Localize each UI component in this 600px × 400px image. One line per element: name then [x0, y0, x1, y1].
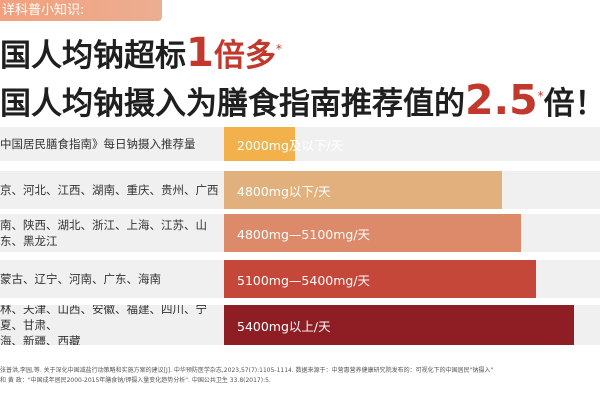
sodium-row-mid: 南、陕西、湖北、浙江、上海、江苏、山东、黑龙江 4800mg—5100mg/天: [0, 214, 600, 252]
footnote-1: 张普洪,李园,等. 关于深化中国减盐行动策略和实施方案的建议[J]. 中华预防医…: [0, 367, 494, 374]
headline2-pre: 国人均钠摄入为膳食指南推荐值的: [0, 86, 465, 122]
region-text: 林、天津、山西、安徽、福建、四川、宁夏、甘肃、 海、新疆、西藏: [0, 305, 207, 345]
sodium-row-low: 京、河北、江西、湖南、重庆、贵州、广西 4800mg以下/天: [0, 171, 600, 209]
region-label: 林、天津、山西、安徽、福建、四川、宁夏、甘肃、 海、新疆、西藏: [0, 305, 220, 345]
region-label: 南、陕西、湖北、浙江、上海、江苏、山东、黑龙江: [0, 214, 220, 252]
bar-label: 2000mg及以下/天: [237, 137, 344, 153]
region-text: 京、河北、江西、湖南、重庆、贵州、广西: [0, 183, 219, 197]
sodium-row-high: 蒙古、辽宁、河南、广东、海南 5100mg—5400mg/天: [0, 260, 600, 298]
region-text: 蒙古、辽宁、河南、广东、海南: [0, 272, 161, 286]
sodium-bar: 4800mg—5100mg/天: [224, 214, 521, 252]
headline2-number: 2.5: [465, 76, 538, 124]
bar-label: 5100mg—5400mg/天: [237, 272, 371, 288]
bar-label: 4800mg—5100mg/天: [237, 226, 371, 242]
headline2-asterisk: *: [537, 89, 544, 103]
sodium-row-recommended: 中国居民膳食指南》每日钠摄入推荐量 2000mg及以下/天: [0, 127, 600, 161]
bar-label: 4800mg以下/天: [237, 183, 331, 199]
headline1-asterisk: *: [275, 42, 282, 56]
region-label: 蒙古、辽宁、河南、广东、海南: [0, 260, 220, 298]
headline1-number: 1: [186, 30, 214, 76]
science-tip-tag: 详科普小知识:: [0, 0, 162, 21]
headline-sodium-exceed: 国人均钠超标1倍多*: [0, 33, 282, 75]
headline-sodium-ratio: 国人均钠摄入为膳食指南推荐值的2.5*倍！: [0, 78, 600, 126]
region-text: 中国居民膳食指南》每日钠摄入推荐量: [0, 137, 196, 151]
headline1-post: 倍多: [213, 38, 276, 74]
footnote-2: 和 黄 政："中国成年居民2000-2015年膳食钠/钾摄入量变化趋势分析". …: [0, 377, 271, 384]
bar-label: 5400mg以上/天: [237, 318, 331, 334]
headline1-pre: 国人均钠超标: [0, 38, 186, 74]
region-label: 中国居民膳食指南》每日钠摄入推荐量: [0, 127, 220, 161]
region-label: 京、河北、江西、湖南、重庆、贵州、广西: [0, 171, 220, 209]
sodium-bar: 4800mg以下/天: [224, 171, 502, 209]
region-text: 南、陕西、湖北、浙江、上海、江苏、山东、黑龙江: [0, 218, 207, 248]
sodium-bar: 5100mg—5400mg/天: [224, 260, 536, 298]
sodium-bar: 2000mg及以下/天: [224, 127, 343, 161]
headline2-post: 倍！: [543, 86, 600, 122]
sodium-row-highest: 林、天津、山西、安徽、福建、四川、宁夏、甘肃、 海、新疆、西藏 5400mg以上…: [0, 305, 600, 345]
sodium-bar: 5400mg以上/天: [224, 305, 574, 345]
